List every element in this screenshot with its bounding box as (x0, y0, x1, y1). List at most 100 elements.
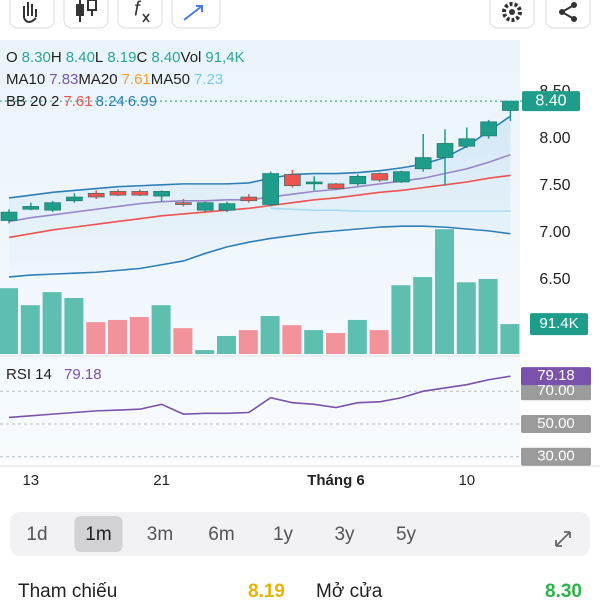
legend-value: 8.40 (151, 49, 180, 66)
x-tick-label: 13 (22, 472, 39, 489)
hand-icon (23, 2, 37, 23)
candle-body (218, 203, 236, 211)
candle-body (458, 138, 476, 147)
draw-icon (183, 5, 203, 21)
rsi-title: RSI 14 (6, 366, 52, 383)
rsi-level-badge (521, 382, 591, 401)
period-bar (10, 512, 590, 556)
legend-row: BB 20 2 7.61 8.24 6.99 (6, 93, 157, 110)
legend-label: L (95, 49, 103, 66)
rsi-level-badge (521, 414, 591, 433)
volume-bar (20, 305, 40, 354)
y-tick-label: 8.00 (539, 130, 570, 147)
volume-bar (326, 333, 345, 354)
rsi-level-label: 70.00 (537, 382, 575, 399)
volume-bar (0, 288, 18, 354)
candle-body (196, 202, 214, 211)
legend-value: 91,4K (205, 49, 244, 66)
footer-label: Mở cửa (316, 581, 383, 600)
volume-bar (435, 229, 454, 354)
legend-label: BB 20 2 (6, 93, 59, 110)
volume-bar (64, 297, 84, 354)
fx-icon: f (134, 0, 142, 20)
x-tick-label: Tháng 6 (307, 472, 365, 489)
period-option[interactable]: 3y (334, 524, 355, 545)
legend-label: C (136, 49, 147, 66)
legend-value: 7.23 (194, 71, 223, 88)
period-option[interactable]: 1m (85, 524, 111, 545)
legend-row: MA10 7.83MA20 7.61MA50 7.23 (6, 71, 223, 88)
volume-bar (456, 282, 476, 354)
tool-draw[interactable] (171, 0, 221, 29)
candle-body (87, 192, 105, 198)
candle-body (327, 183, 345, 189)
legend-value: 8.30 (22, 49, 51, 66)
tool-share[interactable] (545, 0, 591, 29)
rsi-line (8, 375, 511, 419)
volume-bar (42, 292, 62, 354)
candle-body (0, 211, 18, 221)
rsi-value-label: 79.18 (537, 367, 575, 384)
volume-badge (530, 313, 588, 336)
candle-body (349, 176, 367, 185)
fx-icon-x (142, 13, 150, 23)
footer-label: Tham chiếu (18, 581, 117, 600)
candle-body (502, 100, 519, 111)
rsi-level-label: 50.00 (537, 415, 575, 432)
legend-value: 6.99 (128, 93, 157, 110)
volume-bar (238, 330, 258, 354)
candle-body (284, 174, 301, 187)
candle-body (175, 202, 192, 205)
period-option[interactable]: 3m (147, 524, 173, 545)
tool-candle[interactable] (63, 0, 109, 29)
indicator-line (8, 153, 511, 223)
footer-value: 8.19 (248, 581, 285, 600)
share-dot (571, 2, 577, 8)
volume-bar (86, 322, 106, 354)
candle-body (414, 157, 432, 170)
legend-label: O (6, 49, 18, 66)
candle-body (371, 173, 388, 181)
candle-body (153, 191, 170, 197)
y-tick-label: 7.50 (539, 177, 570, 194)
legend-row: O 8.30H 8.40L 8.19C 8.40Vol 91,4K (6, 49, 245, 66)
indicator-line (270, 207, 511, 212)
tool-function[interactable] (117, 0, 163, 29)
volume-bar (217, 335, 236, 354)
band-fill (9, 116, 511, 277)
period-option[interactable]: 1d (26, 524, 47, 545)
rsi-level-badge (521, 447, 591, 466)
y-tick-label: 6.50 (539, 271, 570, 288)
candle-body (240, 196, 258, 202)
gear-center (509, 9, 515, 15)
candle-body (393, 171, 410, 183)
legend-label: H (51, 49, 62, 66)
period-option[interactable]: 1y (273, 524, 294, 545)
legend-value: 8.24 (96, 93, 125, 110)
legend-label: MA50 (151, 71, 190, 88)
gear-icon (502, 2, 522, 22)
volume-bar (500, 324, 520, 354)
rsi-level-label: 30.00 (537, 448, 575, 465)
volume-bar (413, 277, 433, 354)
chart-layer: 8.508.007.507.006.508.4091.4KO8.30H8.40L… (0, 40, 600, 489)
period-selected (74, 516, 123, 552)
period-option[interactable]: 6m (208, 524, 234, 545)
candle-body (66, 196, 83, 202)
volume-bar (151, 305, 171, 354)
volume-bar (129, 316, 149, 354)
expand-icon[interactable] (555, 531, 571, 547)
candle-icon-body (87, 0, 97, 11)
share-dot (571, 16, 577, 22)
last-price-badge (522, 91, 580, 112)
volume-bar (347, 319, 367, 354)
volume-bar (195, 350, 215, 354)
legend-label: MA20 (78, 71, 117, 88)
volume-bar (369, 330, 389, 354)
toolbar: f (9, 0, 591, 29)
indicator-line (8, 225, 511, 278)
legend-label: MA10 (6, 71, 45, 88)
period-option[interactable]: 5y (396, 524, 417, 545)
candle-body (262, 173, 279, 205)
